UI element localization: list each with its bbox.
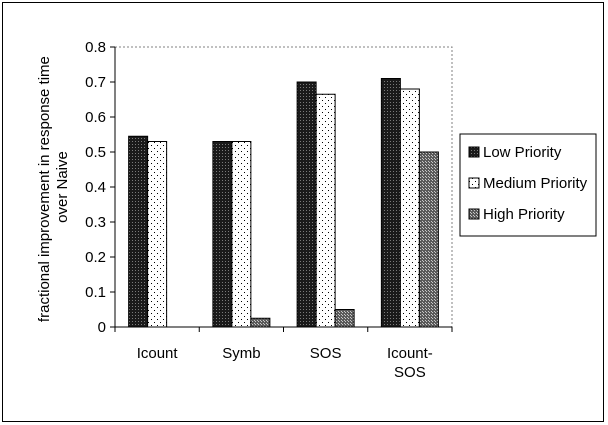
y-tick-label: 0: [98, 319, 106, 336]
y-tick-label: 0.6: [85, 109, 106, 126]
y-tick-label: 0.1: [85, 284, 106, 301]
legend: Low Priority Medium Priority High Priority: [459, 133, 597, 237]
legend-label: Low Priority: [483, 144, 562, 161]
bar-high-priority: [250, 317, 271, 328]
y-axis-label-line-2: over Naive: [54, 151, 71, 223]
legend-swatch: [468, 208, 480, 220]
y-tick-label: 0.2: [85, 249, 106, 266]
y-axis-label: fractional improvement in response time …: [36, 52, 71, 322]
legend-label: Medium Priority: [483, 175, 588, 192]
legend-swatch: [468, 146, 480, 158]
bar-low-priority: [296, 81, 317, 328]
x-tick-label: Symb: [222, 345, 260, 362]
bar-low-priority: [128, 135, 149, 328]
bar-medium-priority: [231, 141, 252, 328]
y-ticks-group: 0 0.1 0.2 0.3 0.4 0.5 0.6 0.7 0.8: [85, 39, 115, 336]
bar-low-priority: [212, 141, 233, 328]
y-tick-label: 0.8: [85, 39, 106, 56]
y-axis-label-line-1: fractional improvement in response time: [36, 56, 53, 322]
legend-label: High Priority: [483, 206, 565, 223]
bar-medium-priority: [147, 141, 168, 328]
bars-group: [128, 78, 439, 328]
y-tick-label: 0.7: [85, 74, 106, 91]
bar-medium-priority: [399, 88, 420, 328]
y-tick-label: 0.5: [85, 144, 106, 161]
x-ticks-group: Icount Symb SOS Icount-SOS: [114, 327, 453, 381]
y-tick-label: 0.3: [85, 214, 106, 231]
x-tick-label: Icount-SOS: [387, 345, 433, 381]
y-tick-label: 0.4: [85, 179, 106, 196]
bar-low-priority: [380, 78, 401, 328]
x-tick-label: Icount: [137, 345, 179, 362]
legend-box: [459, 133, 597, 237]
bar-high-priority: [334, 309, 355, 328]
legend-swatch: [468, 177, 480, 189]
bar-high-priority: [418, 151, 439, 328]
x-tick-label: SOS: [310, 345, 342, 362]
bar-medium-priority: [315, 93, 336, 328]
